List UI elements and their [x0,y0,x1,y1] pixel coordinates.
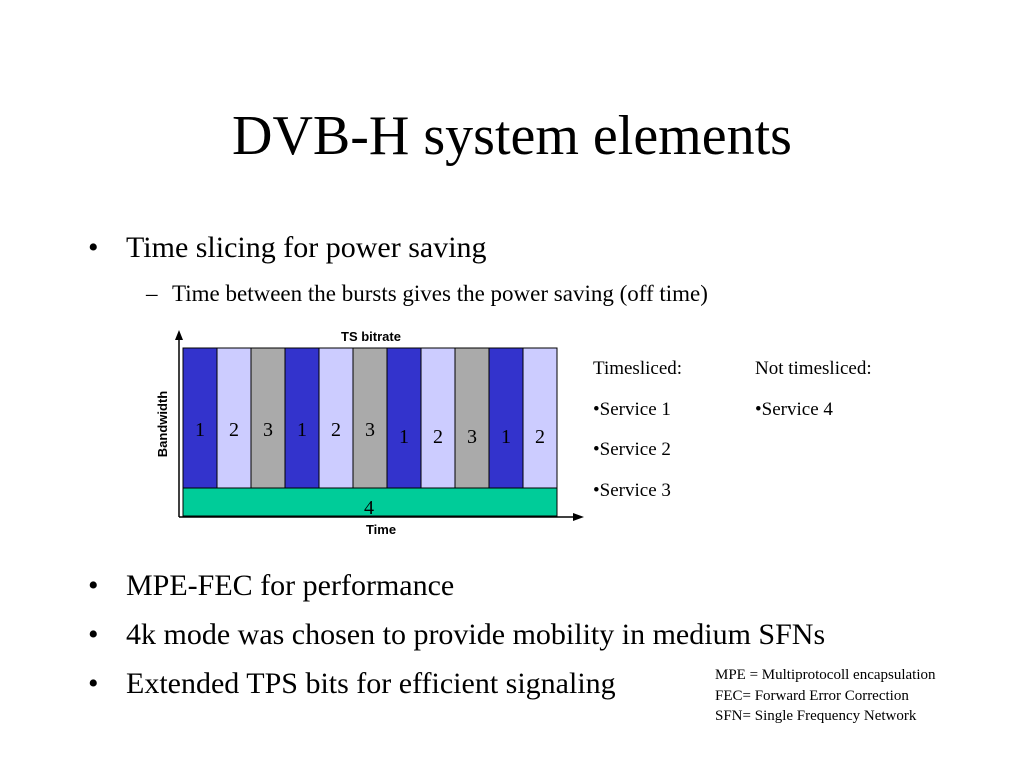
bullet-text: 4k mode was chosen to provide mobility i… [126,618,826,651]
bullet-4k-mode: • 4k mode was chosen to provide mobility … [88,617,825,653]
bullet-dot: • [88,667,99,700]
x-axis-arrowhead [573,513,584,521]
bandwidth-axis-label: Bandwidth [155,391,170,457]
burst-service-3 [352,347,388,489]
service-4-bar [182,487,558,517]
bullet-mpe-fec: • MPE-FEC for performance [88,568,454,604]
burst-label: 2 [535,426,545,448]
legend-not-timesliced-header: Not timesliced: [755,358,872,379]
bullet-time-slicing: • Time slicing for power saving [88,230,487,266]
bullet-dot: • [88,569,99,602]
burst-service-2 [420,347,456,489]
burst-group: 1 2 3 1 2 3 1 2 3 1 2 [182,347,558,489]
y-axis-arrowhead [175,330,183,340]
burst-service-2 [522,347,558,489]
burst-label: 3 [467,426,477,448]
legend-item: •Service 4 [755,398,833,420]
bullet-text: Extended TPS bits for efficient signalin… [126,667,616,700]
bullet-tps-bits: • Extended TPS bits for efficient signali… [88,666,616,702]
bullet-dot: • [88,231,99,264]
legend-item: •Service 3 [593,479,671,501]
ts-bitrate-label: TS bitrate [341,329,401,344]
note-line: MPE = Multiprotocoll encapsulation [715,667,936,683]
time-slicing-diagram: 1 2 3 1 2 3 1 2 3 1 2 4 TS bitrate Time Bandwidth [155,329,584,537]
burst-service-2 [216,347,252,489]
burst-service-1 [284,347,320,489]
burst-service-3 [250,347,286,489]
legend-item: •Service 2 [593,439,671,460]
bullet-dot: • [88,618,99,651]
burst-service-1 [488,347,524,489]
burst-label: 2 [229,419,239,441]
sub-bullet-text: Time between the bursts gives the power … [172,281,708,306]
burst-label: 1 [195,419,205,441]
burst-service-3 [454,347,490,489]
sub-bullet-dash: – [146,281,158,306]
service-4-label: 4 [364,497,374,519]
legend-not-timesliced: Not timesliced: •Service 4 [755,356,872,437]
note-line: FEC= Forward Error Correction [715,687,909,704]
legend-timesliced: Timesliced: •Service 1 •Service 2 •Servi… [593,356,682,518]
burst-label: 1 [399,426,409,448]
burst-service-1 [386,347,422,489]
bullet-text: Time slicing for power saving [126,231,487,264]
sub-bullet-off-time: – Time between the bursts gives the power… [146,280,708,308]
legend-item: •Service 1 [593,398,671,420]
slide-title: DVB-H system elements [232,105,792,167]
bullet-text: MPE-FEC for performance [126,569,455,602]
burst-label: 3 [365,419,375,441]
burst-label: 3 [263,419,273,441]
note-line: SFN= Single Frequency Network [715,708,917,724]
burst-label: 1 [297,419,307,441]
burst-label: 1 [501,426,511,448]
burst-label: 2 [331,419,341,441]
burst-service-1 [182,347,218,489]
burst-label: 2 [433,426,443,448]
burst-service-2 [318,347,354,489]
legend-timesliced-header: Timesliced: [593,358,683,379]
time-axis-label: Time [366,522,396,537]
abbreviation-notes: MPE = Multiprotocoll encapsulation FEC= … [715,665,936,727]
